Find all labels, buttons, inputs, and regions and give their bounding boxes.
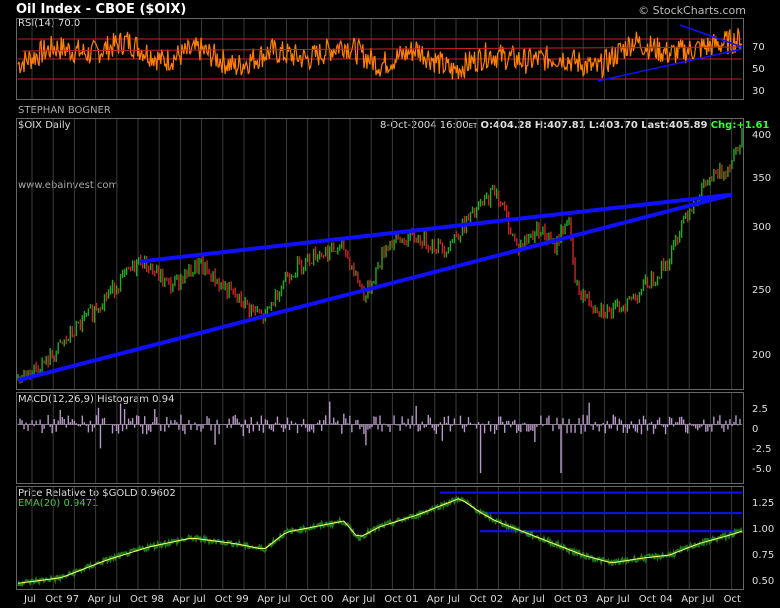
quote-low: L:403.70 (588, 120, 638, 131)
ema-series (17, 498, 743, 584)
price-trendline-upper (139, 192, 733, 264)
quote-chg: Chg:+1.61 (710, 120, 770, 131)
rsi-blue-trendline (597, 48, 743, 82)
x-tick-label: Jul (278, 594, 291, 605)
x-tick-label: Apr (172, 594, 190, 605)
x-tick-label: Oct (469, 594, 487, 605)
price-tick: 200 (752, 350, 772, 361)
quote-open: O:404.28 (480, 120, 532, 131)
x-tick-label: Oct (299, 594, 317, 605)
quote-high: H:407.81 (534, 120, 586, 131)
x-tick-label: 00 (320, 594, 334, 605)
x-tick-label: 97 (66, 594, 80, 605)
price-tick: 300 (752, 222, 772, 233)
x-tick-label: Jul (24, 594, 37, 605)
quote-date: 8-Oct-2004 16:00 (380, 120, 469, 131)
x-tick-label: 04 (660, 594, 673, 605)
price-tick: 350 (752, 173, 772, 184)
x-tick-label: 01 (405, 594, 419, 605)
symbol-label: $OIX Daily (18, 120, 71, 131)
x-tick-label: Jul (532, 594, 545, 605)
x-tick-label: Jul (108, 594, 121, 605)
relative-series (17, 495, 743, 587)
x-tick-label: Oct (45, 594, 63, 605)
relative-tick: 1.25 (752, 498, 775, 509)
rsi-label: RSI(14) 70.0 (18, 18, 81, 29)
x-tick-label: 99 (236, 594, 249, 605)
x-tick-label: Jul (702, 594, 715, 605)
relative-panel (16, 486, 744, 590)
rsi-tick: 70 (752, 42, 765, 53)
price-tick: 250 (752, 285, 772, 296)
relative-tick: 0.50 (752, 576, 775, 587)
watermark-label: www.ebainvest.com (18, 180, 119, 191)
x-tick-label: 02 (490, 594, 504, 605)
quote-tz: ET (468, 122, 478, 130)
x-tick-label: Apr (511, 594, 529, 605)
ema-label: EMA(20) 0.9471 (18, 498, 99, 509)
rsi-trendline (21, 46, 743, 52)
x-tick-label: Oct (130, 594, 148, 605)
macd-tick: 2.5 (752, 404, 768, 415)
brand-label: © StockCharts.com (638, 4, 746, 17)
relative-tick: 1.00 (752, 524, 775, 535)
price-tick: 400 (752, 130, 772, 141)
author-label: STEPHAN BOGNER (18, 105, 111, 116)
rsi-blue-trendline (679, 24, 743, 48)
x-tick-label: 98 (151, 594, 164, 605)
relative-label: Price Relative to $GOLD 0.9602 (18, 488, 176, 499)
quote-line: 8-Oct-2004 16:00ET O:404.28 H:407.81 L:4… (380, 120, 769, 131)
x-tick-label: Jul (363, 594, 376, 605)
quote-last: Last:405.89 (641, 120, 708, 131)
x-tick-label: Oct (554, 594, 572, 605)
rsi-panel (16, 18, 744, 100)
x-tick-label: Oct (384, 594, 402, 605)
x-tick-label: Oct (723, 594, 741, 605)
macd-tick: 0 (752, 424, 759, 435)
macd-label: MACD(12,26,9) Histogram 0.94 (18, 394, 175, 405)
x-tick-label: Jul (617, 594, 630, 605)
x-tick-label: Jul (193, 594, 206, 605)
x-tick-label: Oct (638, 594, 657, 605)
x-tick-label: Apr (342, 594, 360, 605)
x-tick-label: Apr (596, 594, 614, 605)
x-tick-label: 03 (575, 594, 588, 605)
price-trendline-lower (17, 192, 733, 383)
x-tick-label: Apr (426, 594, 445, 605)
x-tick-label: Apr (681, 594, 699, 605)
rsi-series (17, 28, 743, 80)
x-tick-label: Apr (257, 594, 275, 605)
macd-tick: -2.5 (752, 444, 772, 455)
chart-title: Oil Index - CBOE ($OIX) (16, 2, 187, 17)
rsi-tick: 30 (752, 86, 765, 97)
x-tick-label: Apr (87, 594, 105, 605)
relative-tick: 0.75 (752, 550, 775, 561)
macd-tick: -5.0 (752, 464, 772, 475)
price-panel (16, 118, 744, 390)
x-tick-label: Oct (214, 594, 233, 605)
rsi-tick: 50 (752, 64, 765, 75)
macd-panel (16, 392, 744, 484)
x-tick-label: Jul (448, 594, 461, 605)
